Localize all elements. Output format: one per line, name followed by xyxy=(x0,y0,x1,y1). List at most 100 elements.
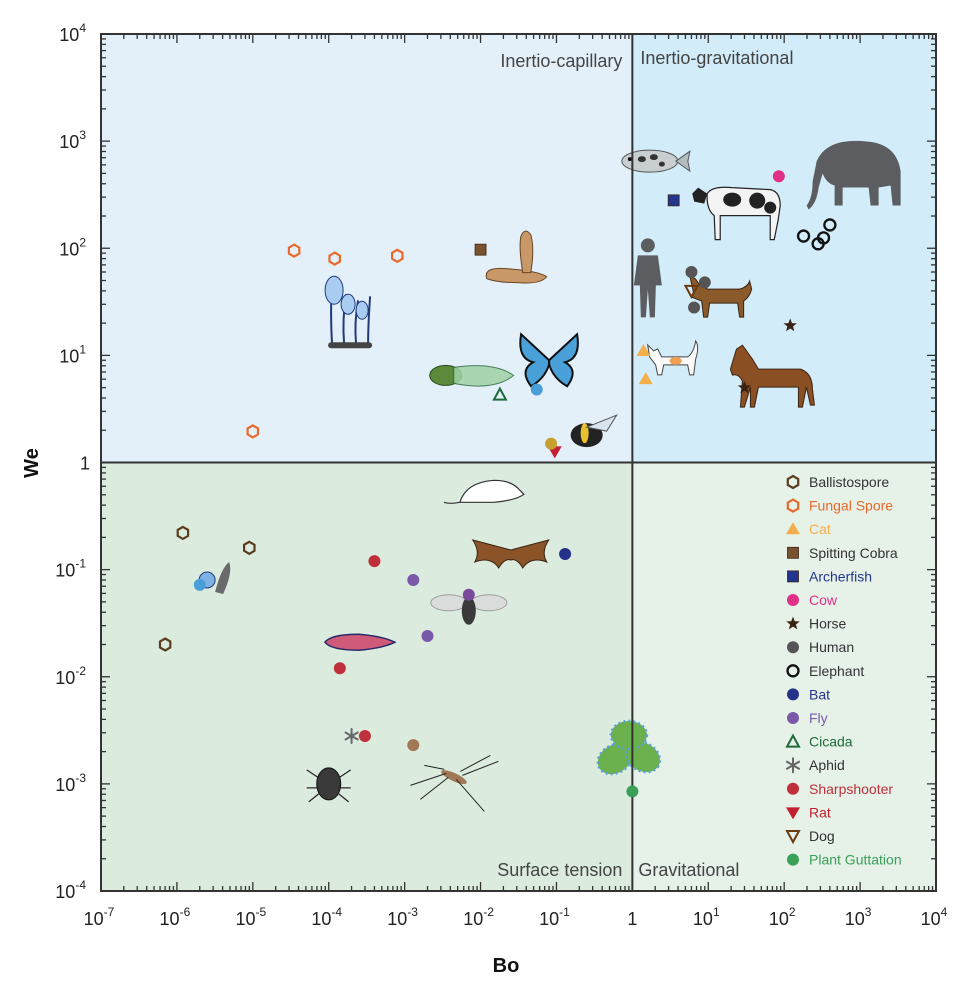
legend-label-archerfish: Archerfish xyxy=(809,568,872,584)
legend-marker-spitting-cobra xyxy=(787,546,799,559)
legend-marker-cat xyxy=(786,522,800,535)
point-bat xyxy=(559,547,572,560)
aphid-icon xyxy=(306,767,352,803)
legend-label-fungal-spore: Fungal Spore xyxy=(809,498,893,514)
legend-marker-fungal-spore xyxy=(786,498,800,513)
point-unlabeled xyxy=(545,437,558,450)
point-aphid xyxy=(344,727,359,744)
legend-label-plant-guttation: Plant Guttation xyxy=(809,852,902,868)
leafhopper-icon xyxy=(323,633,397,651)
point-cat xyxy=(638,372,653,385)
point-cicada xyxy=(492,386,508,401)
legend-label-spitting-cobra: Spitting Cobra xyxy=(809,545,898,561)
legend-marker-bat xyxy=(787,688,799,701)
point-horse xyxy=(737,380,752,394)
legend-item-elephant: Elephant xyxy=(786,663,864,679)
point-plant-guttation xyxy=(626,785,639,798)
legend-item-cat: Cat xyxy=(786,521,831,537)
point-dog xyxy=(683,284,700,299)
elephant-icon xyxy=(806,140,901,210)
point-sharpshooter xyxy=(333,662,346,675)
legend-item-fly: Fly xyxy=(787,710,828,726)
legend-item-cicada: Cicada xyxy=(785,733,853,750)
point-fly xyxy=(407,574,420,587)
point-human xyxy=(685,266,698,279)
y-tick-label: 10-3 xyxy=(55,771,86,795)
legend-label-cow: Cow xyxy=(809,592,838,608)
point-ballistospore xyxy=(158,637,172,652)
legend-marker-plant-guttation xyxy=(787,853,799,866)
y-tick-label: 1 xyxy=(80,454,90,474)
cow-icon xyxy=(692,186,781,241)
y-tick-label: 103 xyxy=(59,128,86,152)
legend-marker-aphid xyxy=(785,757,801,774)
legend-item-rat: Rat xyxy=(786,804,831,820)
x-tick-label: 101 xyxy=(693,905,720,929)
legend-item-bat: Bat xyxy=(787,686,830,702)
legend-marker-fly xyxy=(787,712,799,724)
cat-icon xyxy=(646,339,699,376)
point-spitting-cobra xyxy=(474,243,487,256)
point-ballistospore xyxy=(243,540,256,556)
point-archerfish xyxy=(667,194,680,207)
x-tick-label: 10-2 xyxy=(463,905,494,929)
legend-label-elephant: Elephant xyxy=(809,663,864,679)
legend-item-fungal-spore: Fungal Spore xyxy=(786,498,893,514)
dog-icon xyxy=(688,273,753,318)
legend-item-aphid: Aphid xyxy=(785,757,845,774)
horse-icon xyxy=(729,344,815,408)
x-tick-label: 104 xyxy=(921,905,948,929)
x-tick-label: 1 xyxy=(627,909,637,929)
x-tick-label: 10-5 xyxy=(235,905,266,929)
point-fungal-spore xyxy=(246,424,260,439)
bee-icon xyxy=(570,414,618,448)
legend-marker-sharpshooter xyxy=(787,782,799,795)
human-icon xyxy=(633,238,662,318)
x-tick-label: 103 xyxy=(845,905,872,929)
y-axis-title: We xyxy=(21,448,43,478)
y-tick-label: 104 xyxy=(59,21,86,45)
point-fungal-spore xyxy=(328,251,341,266)
legend-label-rat: Rat xyxy=(809,804,831,820)
quadrant-divider-lines xyxy=(101,34,936,891)
point-human xyxy=(688,301,701,314)
fly-icon xyxy=(430,588,508,625)
legend-item-archerfish: Archerfish xyxy=(787,568,872,584)
region-surface-tension xyxy=(101,462,633,891)
y-tick-label: 10-1 xyxy=(55,557,86,581)
legend-item-human: Human xyxy=(787,639,854,655)
y-tick-label: 10-2 xyxy=(55,664,86,688)
legend-label-horse: Horse xyxy=(809,616,847,632)
x-tick-label: 10-1 xyxy=(539,905,570,929)
point-horse xyxy=(783,318,797,332)
point-cat xyxy=(636,343,651,356)
fungus-icon xyxy=(324,275,373,349)
legend-marker-horse xyxy=(786,616,800,630)
x-tick-label: 10-4 xyxy=(311,905,342,929)
point-cow xyxy=(772,170,785,183)
legend-marker-ballistospore xyxy=(786,474,800,490)
legend-item-plant-guttation: Plant Guttation xyxy=(787,852,902,868)
point-fungal-spore xyxy=(287,243,301,258)
legend-marker-rat xyxy=(786,807,800,820)
point-elephant xyxy=(816,231,831,245)
legend-label-human: Human xyxy=(809,639,854,655)
legend-marker-cow xyxy=(787,594,799,606)
legend-item-dog: Dog xyxy=(785,828,835,845)
x-tick-label: 10-6 xyxy=(160,905,191,929)
region-label-surface-tension: Surface tension xyxy=(497,860,622,880)
x-tick-label: 102 xyxy=(769,905,796,929)
point-unlabeled xyxy=(407,739,420,752)
region-inertio-gravitational xyxy=(632,34,936,463)
point-unlabeled xyxy=(530,383,543,396)
point-sharpshooter xyxy=(358,729,371,742)
butterfly-icon xyxy=(519,332,579,388)
point-fungal-spore xyxy=(391,248,404,264)
point-ballistospore xyxy=(176,525,190,541)
point-unlabeled xyxy=(193,578,206,591)
axis-ticks: 10-7 10-6 10-5 10-4 10-3 10-2 10-1 1 101 102 103 10… xyxy=(55,21,947,929)
x-tick-label: 10-3 xyxy=(387,905,418,929)
legend-marker-archerfish xyxy=(787,570,799,583)
legend-label-sharpshooter: Sharpshooter xyxy=(809,781,893,797)
